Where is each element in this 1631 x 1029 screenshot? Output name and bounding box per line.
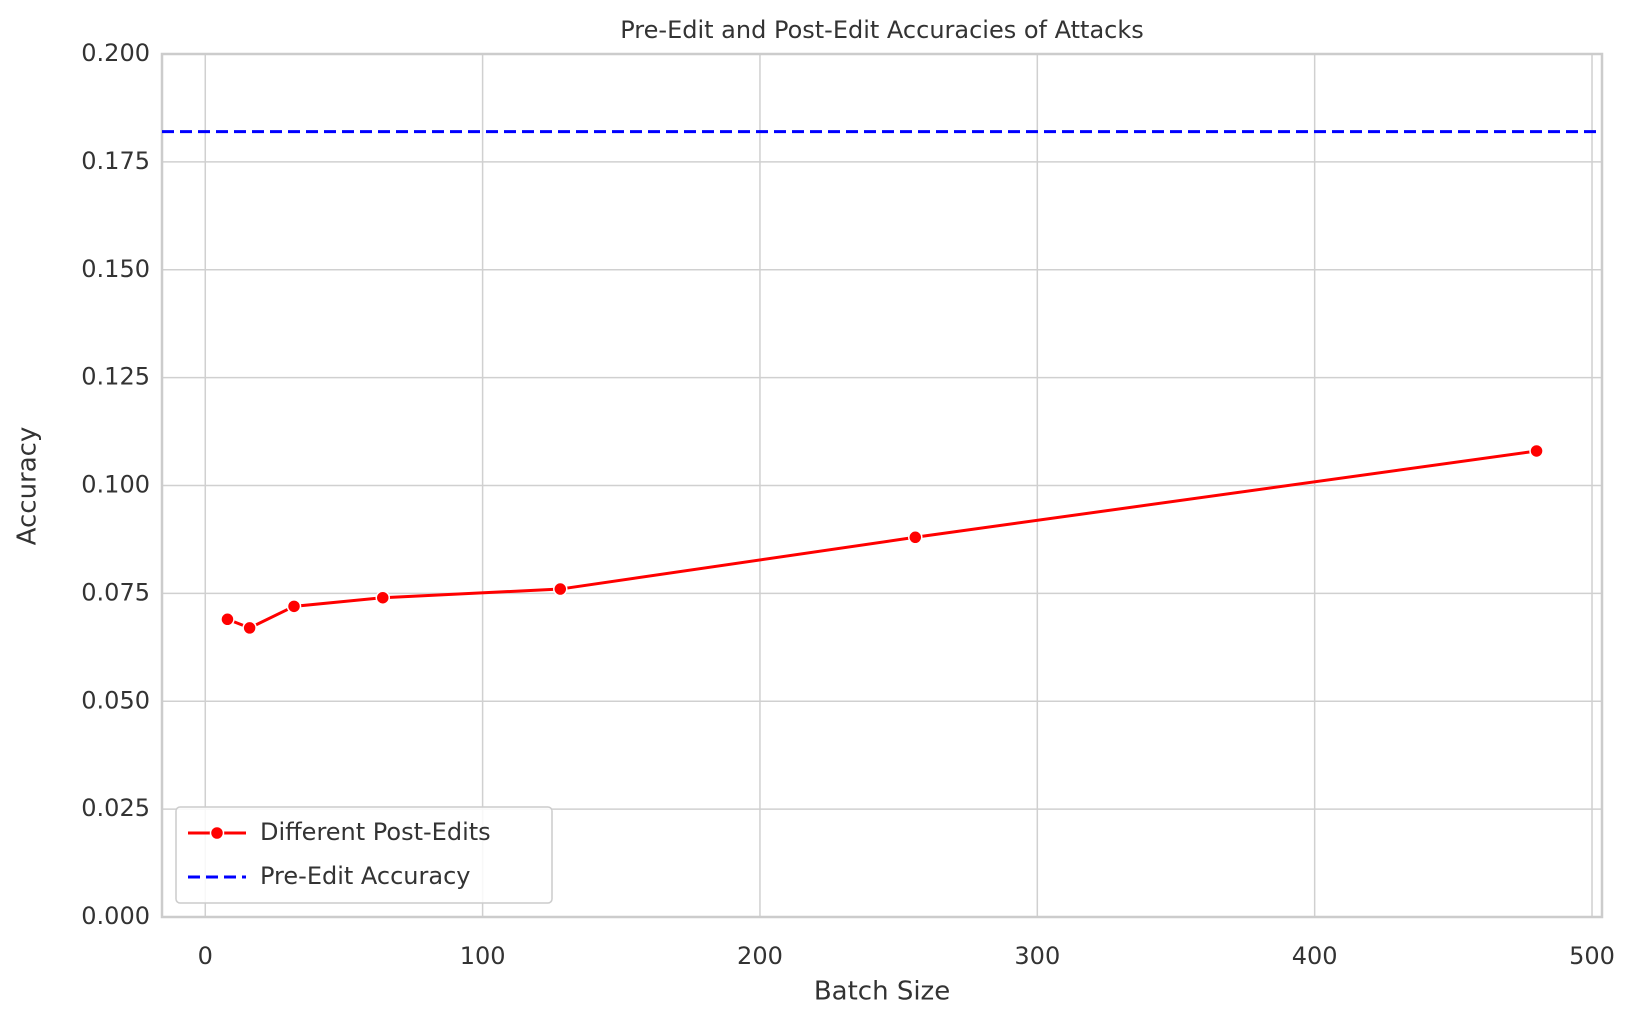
- y-tick-label: 0.125: [81, 363, 150, 391]
- chart-title: Pre-Edit and Post-Edit Accuracies of Att…: [620, 16, 1144, 44]
- y-tick-label: 0.100: [81, 471, 150, 499]
- y-tick-label: 0.050: [81, 686, 150, 714]
- y-tick-label: 0.150: [81, 255, 150, 283]
- x-tick-label: 400: [1292, 942, 1338, 970]
- y-tick-label: 0.025: [81, 794, 150, 822]
- y-tick-label: 0.000: [81, 902, 150, 930]
- data-point: [908, 530, 923, 545]
- data-point: [220, 612, 235, 627]
- data-line: [226, 449, 1537, 630]
- plot-frame: [160, 52, 1604, 919]
- y-tick-label: 0.175: [81, 147, 150, 175]
- legend-label: Pre-Edit Accuracy: [260, 862, 471, 890]
- data-point: [375, 590, 391, 605]
- y-tick-label: 0.075: [81, 578, 150, 606]
- x-tick-label: 300: [1014, 942, 1060, 970]
- x-tick-label: 0: [198, 942, 213, 970]
- x-tick-label: 100: [460, 942, 506, 970]
- y-axis-label: Accuracy: [13, 427, 43, 546]
- data-point: [1529, 443, 1544, 459]
- data-point: [286, 599, 302, 614]
- legend-marker: [209, 825, 225, 841]
- x-tick-label: 500: [1569, 942, 1615, 970]
- y-tick-label: 0.200: [81, 39, 150, 67]
- legend-label: Different Post-Edits: [260, 818, 491, 846]
- data-point: [553, 581, 568, 597]
- x-tick-label: 200: [737, 942, 783, 970]
- data-point: [242, 620, 257, 636]
- legend-box: [175, 806, 553, 904]
- x-axis-label: Batch Size: [814, 977, 950, 1007]
